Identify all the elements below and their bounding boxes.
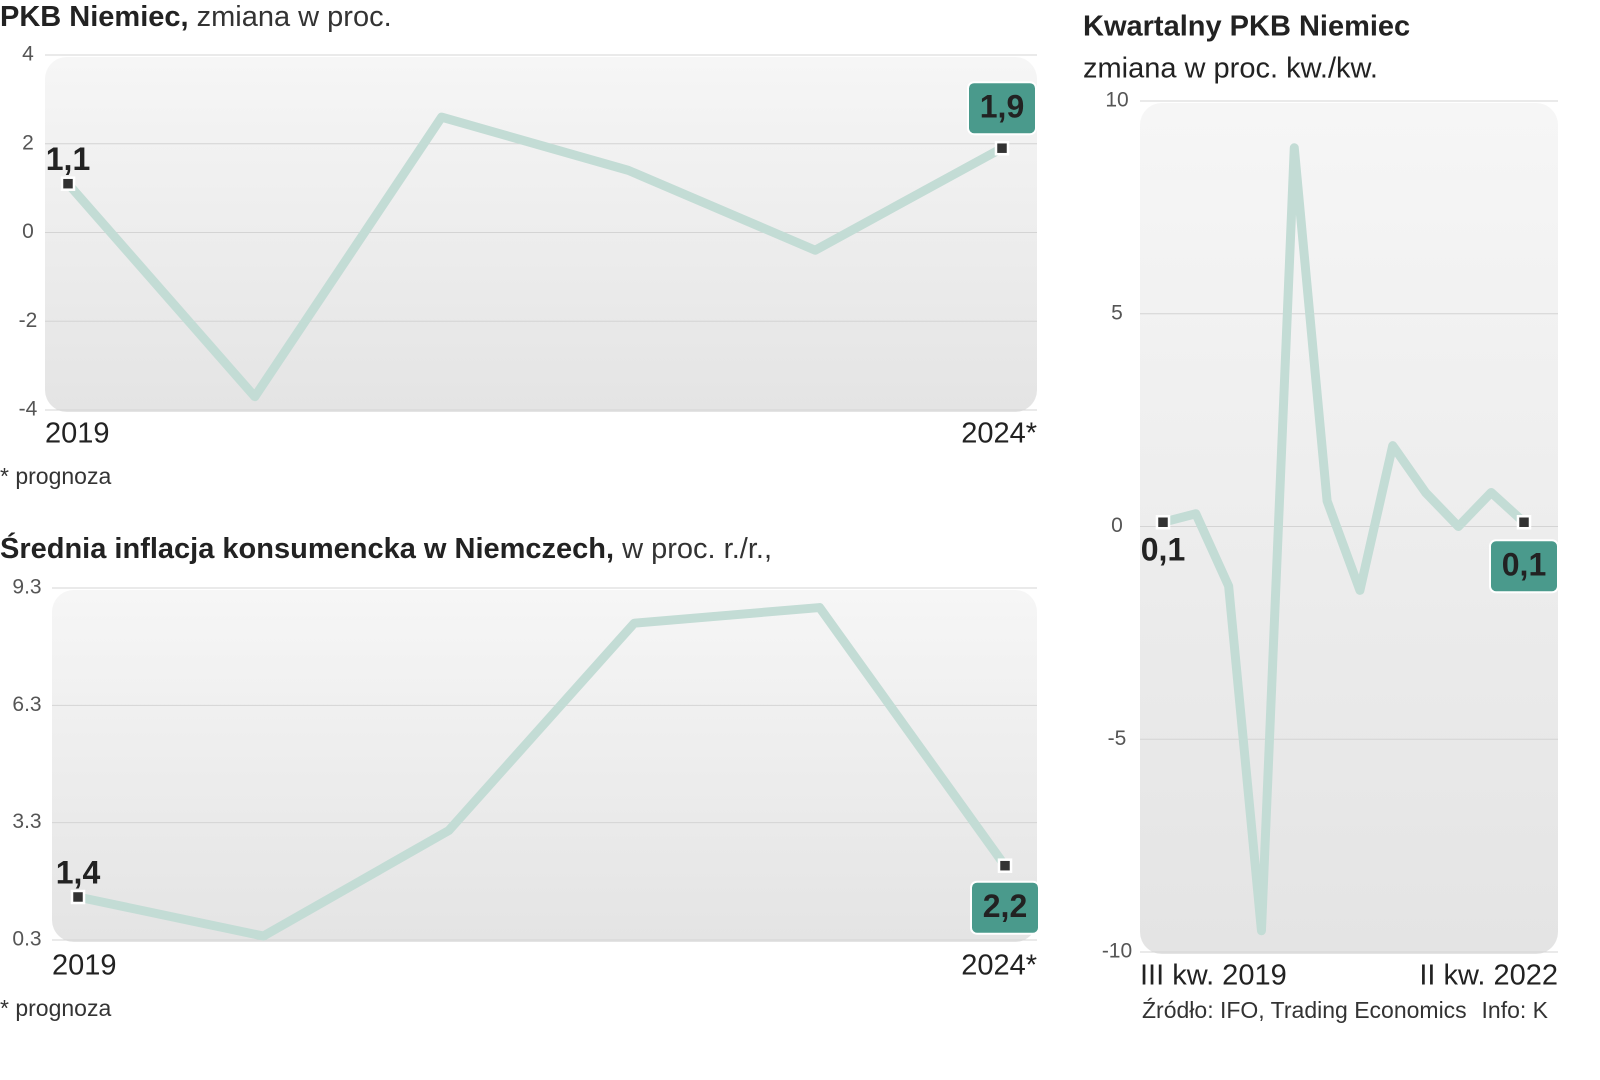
note: * prognoza (0, 995, 111, 1021)
title: PKB Niemiec, (0, 1, 189, 33)
y-tick-label: 9.3 (12, 576, 41, 599)
y-tick-label: 3.3 (12, 810, 41, 833)
chart-title: Średnia inflacja konsumencka w Niemczech… (0, 531, 772, 565)
marker (70, 889, 86, 905)
y-tick-label: 0 (22, 220, 34, 243)
y-tick-label: 10 (1105, 89, 1128, 112)
y-tick-label: 4 (22, 43, 34, 66)
y-tick-label: 2 (22, 131, 34, 154)
y-tick-label: -2 (19, 309, 38, 332)
subtitle: zmiana w proc. kw./kw. (1083, 53, 1378, 85)
line (1161, 143, 1528, 936)
x-tick-label: II kw. 2022 (1419, 960, 1558, 992)
value-label: 0,1 (1141, 532, 1185, 568)
value-label: 2,2 (983, 888, 1027, 924)
value-label-box (1489, 539, 1559, 594)
title: Kwartalny PKB Niemiec (1083, 11, 1410, 43)
line (77, 603, 1009, 941)
value-label-box (967, 81, 1037, 136)
y-tick-label: -10 (1102, 940, 1132, 963)
note: * prognoza (0, 463, 111, 489)
y-tick-label: 6.3 (12, 693, 41, 716)
plot-area (52, 590, 1037, 942)
x-tick-label: 2019 (52, 950, 117, 982)
x-tick-label: 2024* (961, 950, 1037, 982)
title: Średnia inflacja konsumencka w Niemczech… (0, 531, 614, 565)
y-tick-label: 0 (1111, 514, 1123, 537)
chart-title: PKB Niemiec, zmiana w proc. (0, 1, 392, 33)
marker (1516, 514, 1532, 530)
x-tick-label: 2019 (45, 418, 110, 450)
marker (994, 140, 1010, 156)
marker (1155, 514, 1171, 530)
y-tick-label: 5 (1111, 301, 1123, 324)
x-tick-label: 2024* (961, 418, 1037, 450)
credit: Info: K (1482, 997, 1549, 1023)
value-label: 1,9 (980, 89, 1024, 125)
y-tick-label: -5 (1108, 727, 1127, 750)
y-tick-label: -4 (19, 398, 38, 421)
value-label-box (970, 880, 1040, 935)
marker (997, 858, 1013, 873)
line (64, 112, 1005, 402)
plot-area (45, 57, 1037, 412)
y-tick-label: 0.3 (12, 928, 41, 951)
value-label: 1,4 (56, 854, 101, 890)
subtitle: w proc. r./r., (614, 533, 772, 565)
value-label: 0,1 (1502, 547, 1546, 583)
value-label: 1,1 (46, 141, 90, 177)
subtitle: zmiana w proc. (189, 1, 392, 33)
x-tick-label: III kw. 2019 (1140, 960, 1287, 992)
marker (60, 176, 76, 191)
source: Źródło: IFO, Trading Economics (1142, 997, 1467, 1023)
